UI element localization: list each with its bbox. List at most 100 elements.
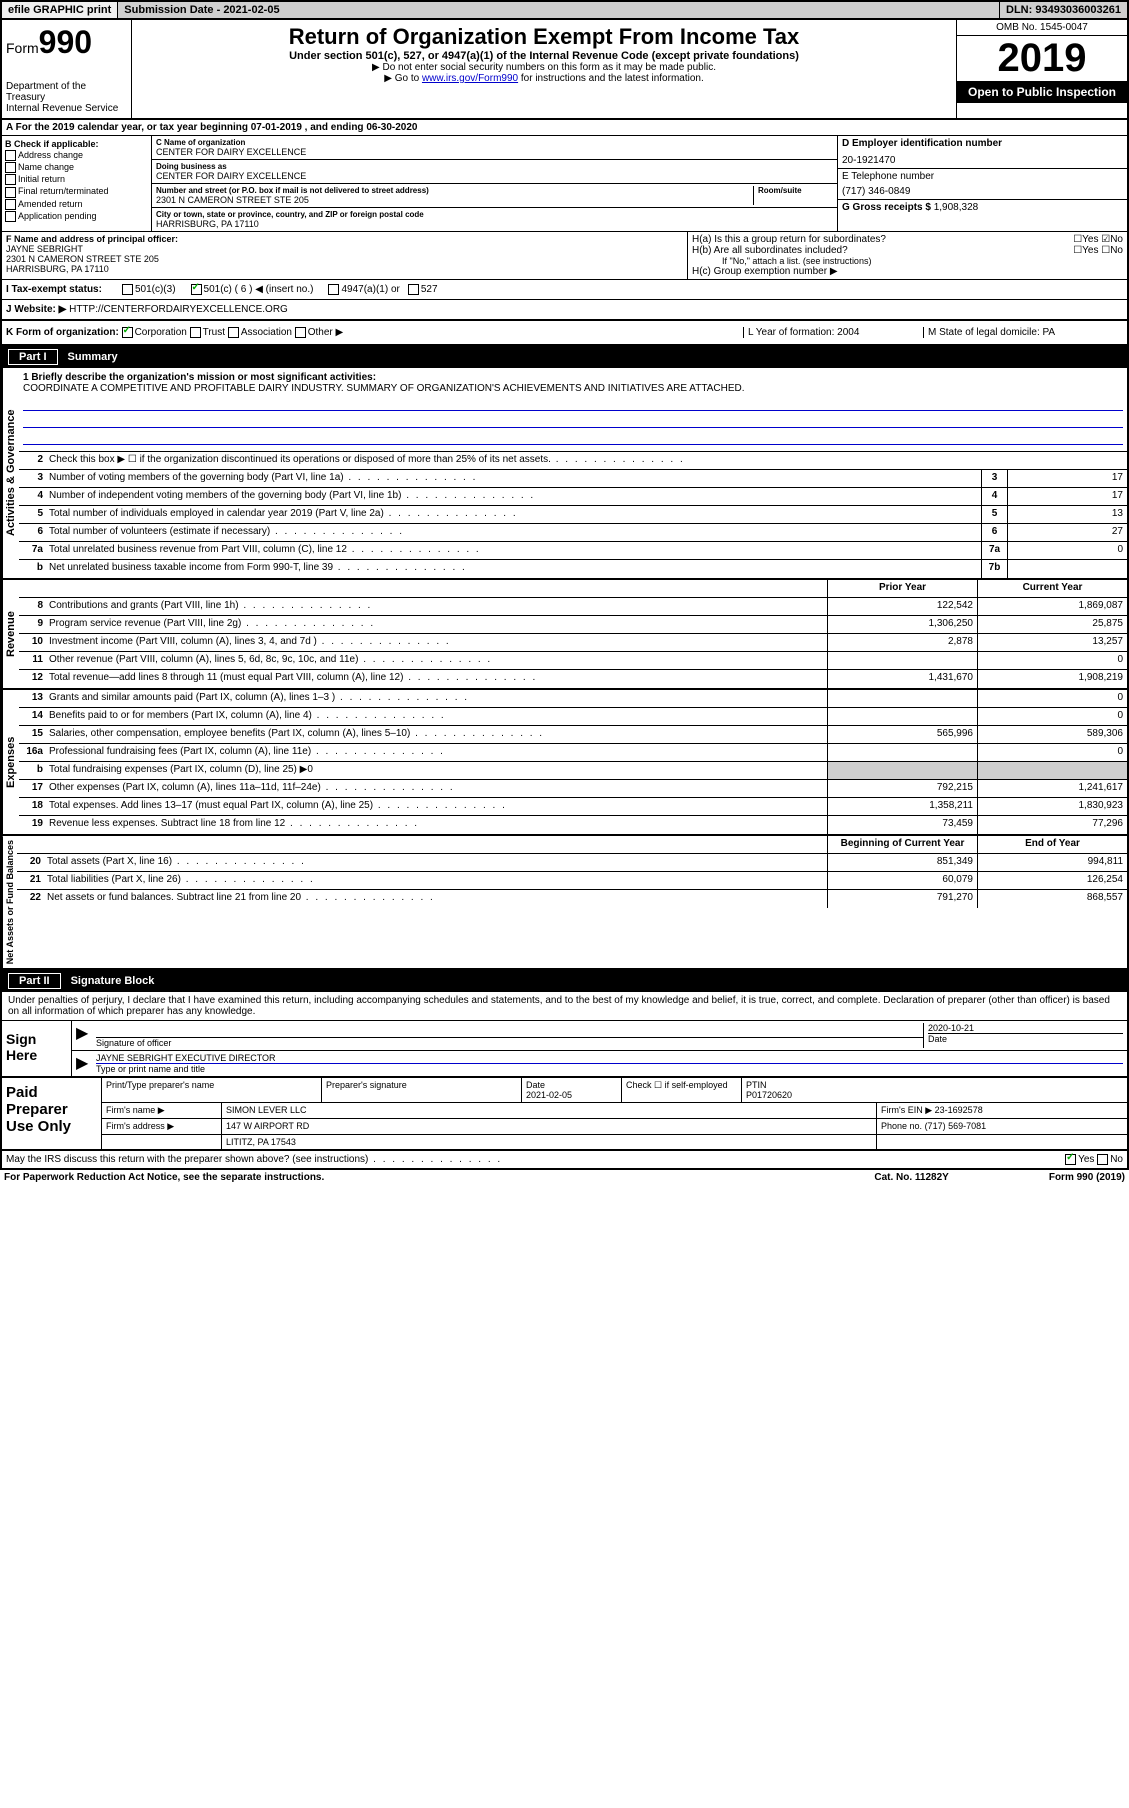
governance-line: 2Check this box ▶ ☐ if the organization … [19,452,1127,470]
data-line: 16aProfessional fundraising fees (Part I… [19,744,1127,762]
data-line: 13Grants and similar amounts paid (Part … [19,690,1127,708]
mission-block: 1 Briefly describe the organization's mi… [19,368,1127,452]
open-to-public: Open to Public Inspection [957,81,1127,103]
sig-name-title: JAYNE SEBRIGHT EXECUTIVE DIRECTOR [96,1053,1123,1064]
addr-label: Number and street (or P.O. box if mail i… [156,186,753,195]
check-527[interactable] [408,284,419,295]
firm-phone-label: Phone no. [881,1121,922,1131]
part1-title: Summary [68,351,118,363]
gross-value: 1,908,328 [934,202,979,213]
row-f-h: F Name and address of principal officer:… [0,232,1129,280]
h-b-note: If "No," attach a list. (see instruction… [722,256,1123,266]
mission-text: COORDINATE A COMPETITIVE AND PROFITABLE … [23,383,1123,394]
prep-ptin: PTIN P01720620 [742,1078,1127,1102]
submission-date: Submission Date - 2021-02-05 [118,2,1000,18]
ein-value: 20-1921470 [842,155,1123,166]
vert-net: Net Assets or Fund Balances [2,836,17,968]
discuss-no[interactable] [1097,1154,1108,1165]
city-label: City or town, state or province, country… [156,210,833,219]
check-4947[interactable] [328,284,339,295]
prior-year-label: Prior Year [827,580,977,597]
discuss-label: May the IRS discuss this return with the… [6,1154,1065,1165]
data-line: 10Investment income (Part VIII, column (… [19,634,1127,652]
section-a-period: A For the 2019 calendar year, or tax yea… [0,120,1129,136]
governance-line: 6Total number of volunteers (estimate if… [19,524,1127,542]
check-501c3[interactable] [122,284,133,295]
paperwork-notice: For Paperwork Reduction Act Notice, see … [4,1172,874,1183]
org-city: HARRISBURG, PA 17110 [156,219,833,229]
governance-line: 7aTotal unrelated business revenue from … [19,542,1127,560]
dln: DLN: 93493036003261 [1000,2,1127,18]
org-address: 2301 N CAMERON STREET STE 205 [156,195,753,205]
website-row: J Website: ▶ HTTP://CENTERFORDAIRYEXCELL… [0,300,1129,321]
vert-revenue: Revenue [2,580,19,688]
signature-block: Under penalties of perjury, I declare th… [0,992,1129,1078]
firm-ein-label: Firm's EIN ▶ [881,1105,932,1115]
main-info-block: B Check if applicable: Address change Na… [0,136,1129,232]
data-line: 11Other revenue (Part VIII, column (A), … [19,652,1127,670]
officer-addr1: 2301 N CAMERON STREET STE 205 [6,254,683,264]
check-assoc[interactable] [228,327,239,338]
h-a: H(a) Is this a group return for subordin… [692,234,1123,245]
summary-net-assets: Net Assets or Fund Balances Beginning of… [0,836,1129,970]
bottom-line: For Paperwork Reduction Act Notice, see … [0,1170,1129,1185]
prep-name-label: Print/Type preparer's name [102,1078,322,1102]
firm-city: LITITZ, PA 17543 [222,1135,877,1149]
website-label: J Website: ▶ [6,304,66,315]
irs-link[interactable]: www.irs.gov/Form990 [422,73,518,84]
col-c-org-info: C Name of organization CENTER FOR DAIRY … [152,136,837,231]
part2-num: Part II [8,973,61,989]
part2-header: Part II Signature Block [0,970,1129,992]
h-b: H(b) Are all subordinates included? ☐Yes… [692,245,1123,256]
form-header: Form990 Department of the Treasury Inter… [0,20,1129,120]
sign-here-label: Sign Here [2,1021,72,1076]
sig-date-label: Date [928,1033,1123,1044]
arrow-icon: ▶ [76,1023,96,1048]
check-501c[interactable] [191,284,202,295]
check-corp[interactable] [122,327,133,338]
efile-label[interactable]: efile GRAPHIC print [2,2,118,18]
data-line: 9Program service revenue (Part VIII, lin… [19,616,1127,634]
website-value: HTTP://CENTERFORDAIRYEXCELLENCE.ORG [69,304,288,315]
sig-officer-label: Signature of officer [96,1038,171,1048]
ein-label: D Employer identification number [842,138,1123,149]
check-name: Name change [5,162,148,173]
governance-line: 3Number of voting members of the governi… [19,470,1127,488]
firm-name: SIMON LEVER LLC [222,1103,877,1118]
discuss-yes[interactable] [1065,1154,1076,1165]
org-name-label: C Name of organization [156,138,833,147]
phone-value: (717) 346-0849 [842,186,1123,197]
vert-expenses: Expenses [2,690,19,834]
form-prefix: Form [6,40,39,56]
note-ssn: ▶ Do not enter social security numbers o… [136,62,952,73]
check-other[interactable] [295,327,306,338]
paid-preparer-block: Paid Preparer Use Only Print/Type prepar… [0,1078,1129,1151]
firm-addr-label: Firm's address ▶ [102,1119,222,1134]
form-title: Return of Organization Exempt From Incom… [136,24,952,50]
firm-addr: 147 W AIRPORT RD [222,1119,877,1134]
check-final: Final return/terminated [5,186,148,197]
check-initial: Initial return [5,174,148,185]
summary-expenses: Expenses 13Grants and similar amounts pa… [0,690,1129,836]
h-c: H(c) Group exemption number ▶ [692,266,1123,277]
prep-date: Date 2021-02-05 [522,1078,622,1102]
check-trust[interactable] [190,327,201,338]
end-year-label: End of Year [977,836,1127,853]
prep-self-employed: Check ☐ if self-employed [622,1078,742,1102]
check-amended: Amended return [5,199,148,210]
year-formation: L Year of formation: 2004 [743,327,923,338]
state-domicile: M State of legal domicile: PA [923,327,1123,338]
form-number: 990 [39,24,92,60]
note-link: ▶ Go to www.irs.gov/Form990 for instruct… [136,73,952,84]
gross-label: G Gross receipts $ [842,202,931,213]
part1-header: Part I Summary [0,346,1129,368]
check-address: Address change [5,150,148,161]
summary-governance: Activities & Governance 1 Briefly descri… [0,368,1129,580]
k-label: K Form of organization: [6,327,119,338]
note2-suffix: for instructions and the latest informat… [518,73,704,84]
form-footer: Form 990 (2019) [1049,1172,1125,1183]
col-b-checkboxes: B Check if applicable: Address change Na… [2,136,152,231]
data-line: 19Revenue less expenses. Subtract line 1… [19,816,1127,834]
tax-year: 2019 [957,36,1127,81]
form-org-row: K Form of organization: Corporation Trus… [0,321,1129,346]
